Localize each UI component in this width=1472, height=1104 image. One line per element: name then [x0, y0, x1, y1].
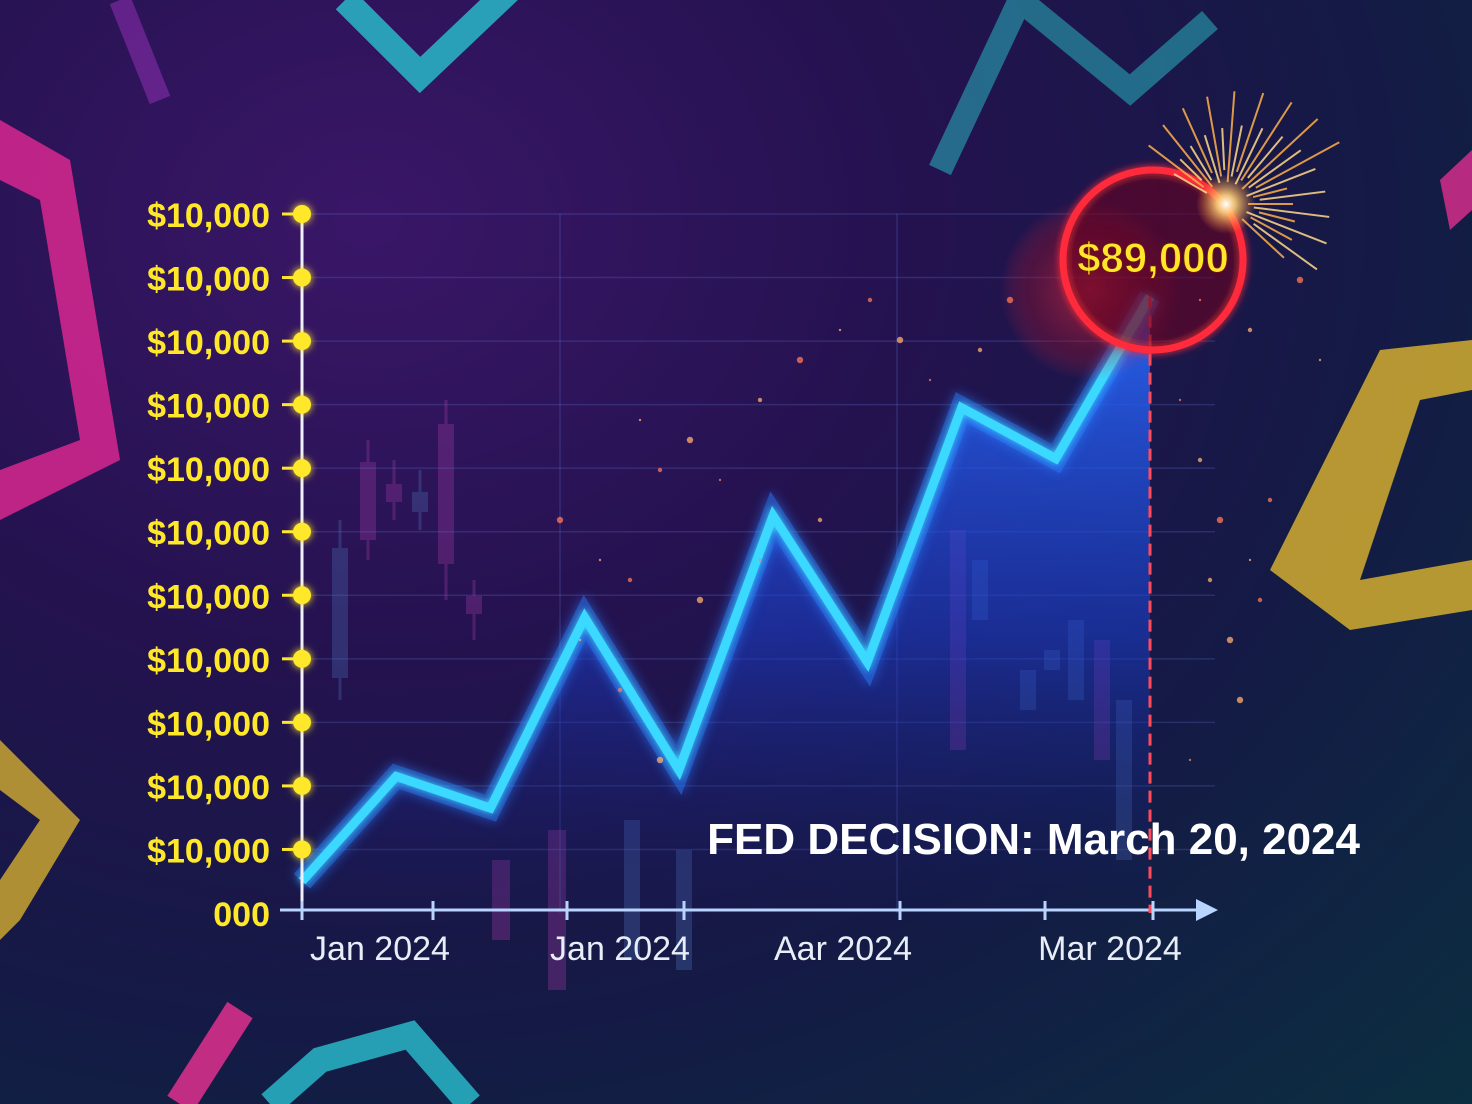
peak-label: $89,000 [1077, 234, 1229, 281]
peak-circle [1059, 166, 1247, 354]
y-tick: $10,000 [147, 705, 311, 743]
line-area-fill [302, 296, 1150, 914]
y-tick: $10,000 [147, 197, 311, 235]
line-series [298, 294, 1154, 885]
deco-purple-bar-left [109, 0, 171, 105]
y-tick-marker [293, 459, 311, 478]
y-tick-label: $10,000 [147, 705, 270, 743]
y-tick-label: $10,000 [147, 388, 270, 426]
y-tick: 000 [213, 896, 270, 934]
y-tick-marker [293, 840, 311, 859]
y-tick-label: $10,000 [147, 451, 270, 489]
y-tick: $10,000 [147, 324, 311, 362]
event-label: FED DECISION: March 20, 2024 [707, 815, 1360, 864]
y-tick-label: $10,000 [147, 261, 270, 299]
x-axis-arrow-icon [1196, 899, 1218, 921]
y-tick-label: $10,000 [147, 324, 270, 362]
y-tick-label: $10,000 [147, 515, 270, 553]
event-banner: FED DECISION: March 20, 2024 [620, 800, 1420, 875]
y-tick: $10,000 [147, 451, 311, 489]
x-tick-label: Jan 2024 [310, 930, 450, 968]
y-tick: $10,000 [147, 388, 311, 426]
x-tick-label: Jan 2024 [550, 930, 690, 968]
y-tick: $10,000 [147, 261, 311, 299]
deco-magenta-bottom [167, 1001, 253, 1104]
y-tick-marker [293, 522, 311, 541]
x-axis-ticks: Jan 2024 Jan 2024 Aar 2024 Mar 2024 [300, 901, 1182, 968]
sparkle-burst-icon [556, 91, 1340, 764]
deco-gold-right-frame [1270, 340, 1472, 630]
y-tick-marker [293, 205, 311, 223]
deco-magenta-left-frame [0, 120, 120, 520]
y-tick: $10,000 [147, 642, 311, 680]
y-tick-marker [293, 649, 311, 668]
y-tick: $10,000 [147, 515, 311, 553]
y-tick-label: $10,000 [147, 832, 270, 870]
deco-magenta-right-edge [1440, 150, 1472, 230]
y-tick-label: $10,000 [147, 197, 270, 235]
y-tick-label: $10,000 [147, 578, 270, 616]
y-tick: $10,000 [147, 578, 311, 616]
deco-teal-bottom [261, 1020, 480, 1104]
x-tick-label: Mar 2024 [1038, 930, 1182, 968]
deco-gold-left-chevron [0, 740, 80, 940]
y-tick-label: 000 [213, 896, 270, 934]
y-tick-marker [293, 713, 311, 732]
y-tick-marker [293, 395, 311, 414]
x-tick-label: Aar 2024 [774, 930, 912, 968]
y-tick-marker [293, 776, 311, 795]
y-tick-label: $10,000 [147, 642, 270, 680]
y-axis-ticks: $10,000 $10,000 $10,000 $10,000 $10,000 $10,0… [147, 197, 311, 934]
deco-teal-chevron-top [335, 0, 518, 94]
y-tick-marker [293, 586, 311, 605]
y-tick: $10,000 [147, 769, 311, 807]
peak-marker: $89,000 [1000, 166, 1247, 380]
y-tick-label: $10,000 [147, 769, 270, 807]
y-tick: $10,000 [147, 832, 311, 870]
y-tick-marker [293, 332, 311, 351]
y-tick-marker [293, 268, 311, 287]
deco-teal-zigzag-top-right [929, 0, 1218, 176]
